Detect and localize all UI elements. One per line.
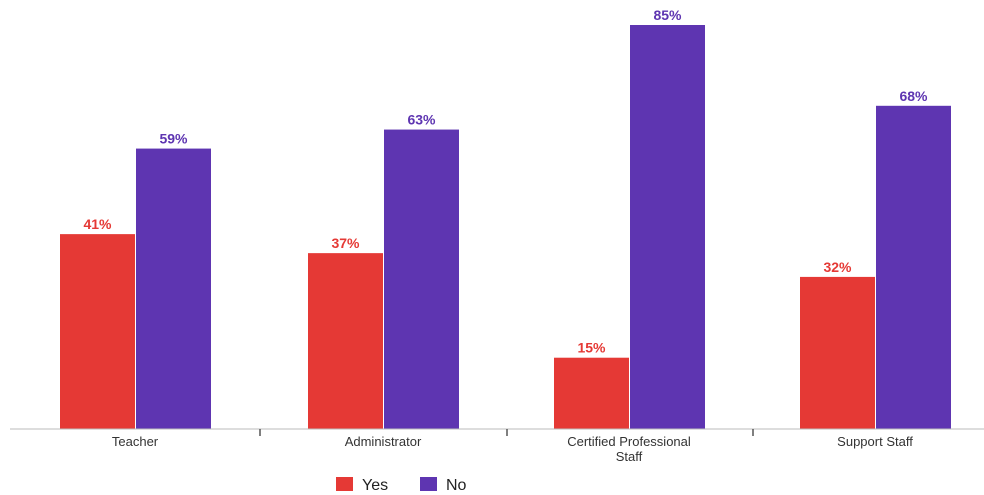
category-label-0: Teacher xyxy=(112,434,159,449)
bar-no-3 xyxy=(876,105,951,430)
legend-label-no: No xyxy=(446,477,467,494)
value-label-yes-1: 37% xyxy=(331,235,360,251)
value-label-no-0: 59% xyxy=(159,131,188,147)
bars-layer xyxy=(60,25,951,430)
legend: Yes No xyxy=(336,477,467,494)
value-labels-layer: 41% 59% 37% 63% 15% 85% 32% 68% xyxy=(83,7,928,356)
bar-no-2 xyxy=(630,25,705,429)
bar-yes-0 xyxy=(60,234,135,429)
legend-swatch-no xyxy=(420,477,437,491)
legend-swatch-yes xyxy=(336,477,353,491)
bar-yes-2 xyxy=(554,357,629,429)
category-label-2: Certified Professional Staff xyxy=(567,434,691,464)
x-axis-ticks xyxy=(259,429,754,436)
bar-yes-3 xyxy=(800,276,875,429)
legend-label-yes: Yes xyxy=(362,477,388,494)
value-label-yes-2: 15% xyxy=(577,340,606,356)
bar-yes-1 xyxy=(308,253,383,429)
category-label-3: Support Staff xyxy=(837,434,913,449)
category-labels-layer: Teacher Administrator Certified Profession… xyxy=(112,434,913,464)
value-label-no-3: 68% xyxy=(899,88,928,104)
bar-no-0 xyxy=(136,148,211,429)
bar-no-1 xyxy=(384,129,459,430)
value-label-yes-3: 32% xyxy=(823,259,852,275)
value-label-no-1: 63% xyxy=(407,112,436,128)
value-label-no-2: 85% xyxy=(653,7,682,23)
category-label-1: Administrator xyxy=(345,434,422,449)
value-label-yes-0: 41% xyxy=(83,216,112,232)
